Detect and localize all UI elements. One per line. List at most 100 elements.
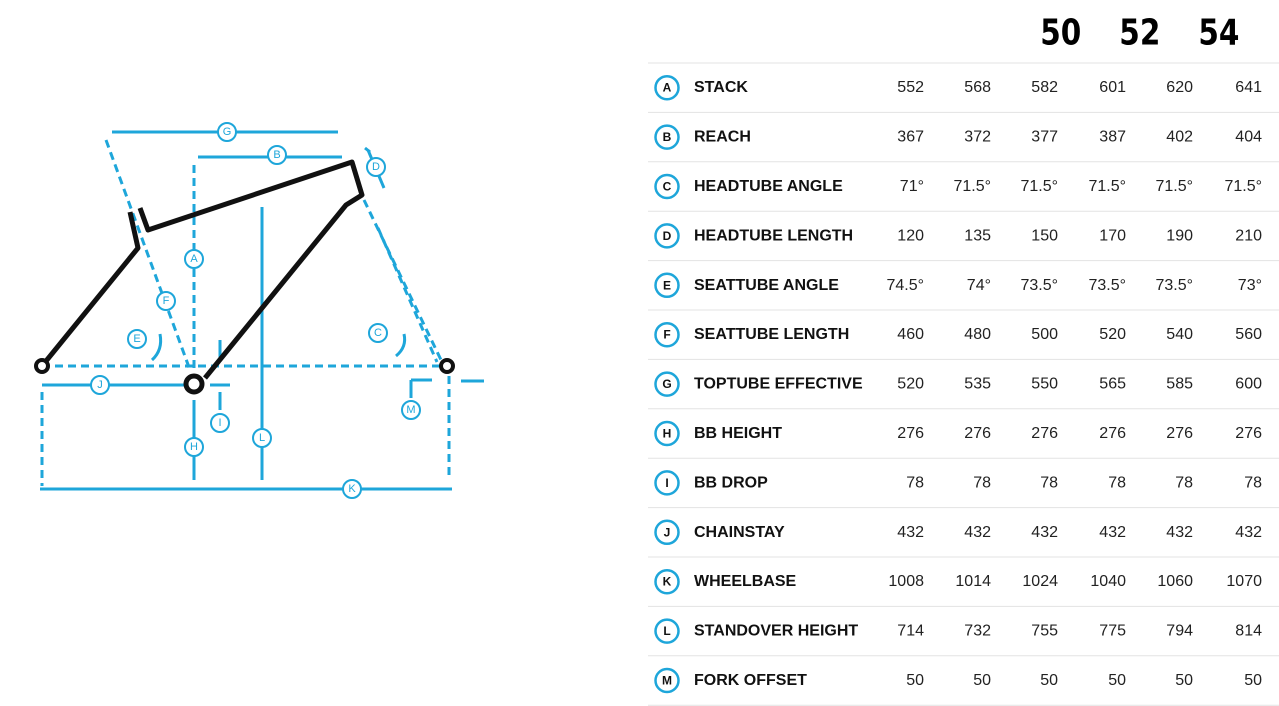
- cell-value: 73.5°: [1020, 277, 1058, 294]
- cell-value: 276: [1031, 425, 1058, 442]
- cell-value: 74°: [967, 277, 991, 294]
- row-label: SEATTUBE LENGTH: [694, 326, 849, 343]
- cell-value: 460: [897, 326, 924, 343]
- cell-value: 377: [1031, 129, 1058, 146]
- row-badge: I: [654, 470, 680, 496]
- cell-value: 71.5°: [1020, 178, 1058, 195]
- cell-value: 402: [1166, 129, 1193, 146]
- badge-circle: [654, 173, 680, 200]
- cell-value: 50: [906, 672, 924, 689]
- cell-value: 1070: [1226, 573, 1262, 590]
- cell-value: 135: [964, 227, 991, 244]
- cell-value: 78: [906, 474, 924, 491]
- svg-text:L: L: [259, 432, 265, 444]
- row-label: REACH: [694, 129, 751, 146]
- row-badge: L: [654, 618, 680, 644]
- cell-value: 210: [1235, 227, 1262, 244]
- row-letter: B: [663, 130, 672, 144]
- cell-value: 641: [1235, 79, 1262, 96]
- cell-value: 585: [1166, 376, 1193, 393]
- cell-value: 276: [1166, 425, 1193, 442]
- cell-value: 276: [1235, 425, 1262, 442]
- cell-value: 814: [1235, 623, 1262, 640]
- cell-value: 50: [973, 672, 991, 689]
- badge-circle: [654, 519, 680, 546]
- badge-circle: [654, 371, 680, 397]
- row-label: FORK OFFSET: [694, 672, 807, 689]
- cell-value: 432: [964, 524, 991, 541]
- cell-value: 432: [1166, 524, 1193, 541]
- cell-value: 73.5°: [1088, 277, 1126, 294]
- row-badge: J: [654, 519, 680, 546]
- row-badge: B: [654, 124, 680, 150]
- row-letter: C: [663, 180, 672, 194]
- row-letter: G: [662, 377, 671, 391]
- cell-value: 276: [964, 425, 991, 442]
- cell-value: 50: [1244, 672, 1262, 689]
- cell-value: 550: [1031, 376, 1058, 393]
- cell-value: 71.5°: [953, 178, 991, 195]
- cell-value: 552: [897, 79, 924, 96]
- badge-circle: [654, 667, 680, 694]
- svg-text:A: A: [190, 253, 198, 265]
- size-header: 54: [1198, 11, 1239, 54]
- diagram-label: I: [210, 413, 230, 433]
- cell-value: 755: [1031, 623, 1058, 640]
- cell-value: 78: [973, 474, 991, 491]
- size-header: 52: [1119, 11, 1160, 54]
- size-header: 50: [1040, 11, 1081, 54]
- diagram-label: B: [267, 145, 287, 165]
- cell-value: 775: [1099, 623, 1126, 640]
- row-letter: F: [663, 328, 670, 342]
- diagram-label: C: [368, 323, 388, 343]
- diagram-label: G: [217, 122, 237, 142]
- row-badge: G: [654, 371, 680, 397]
- svg-text:D: D: [372, 161, 380, 173]
- badge-circle: [654, 420, 680, 447]
- cell-value: 582: [1031, 79, 1058, 96]
- cell-value: 50: [1175, 672, 1193, 689]
- svg-text:E: E: [133, 333, 140, 345]
- diagram-label: L: [252, 428, 272, 448]
- row-label: SEATTUBE ANGLE: [694, 277, 839, 294]
- frame-diagram: A B C D E F G H I J K L M: [34, 122, 484, 499]
- row-badge: M: [654, 667, 680, 694]
- cell-value: 600: [1235, 376, 1262, 393]
- cell-value: 540: [1166, 326, 1193, 343]
- cell-value: 432: [1099, 524, 1126, 541]
- row-label: BB HEIGHT: [694, 425, 782, 442]
- cell-value: 432: [897, 524, 924, 541]
- cell-value: 78: [1244, 474, 1262, 491]
- svg-text:K: K: [348, 483, 356, 495]
- diagram-label: D: [366, 157, 386, 177]
- row-badge: A: [654, 74, 680, 101]
- cell-value: 190: [1166, 227, 1193, 244]
- cell-value: 404: [1235, 129, 1262, 146]
- badge-circle: [654, 223, 680, 249]
- cell-value: 432: [1235, 524, 1262, 541]
- svg-text:J: J: [97, 379, 103, 391]
- diagram-label: J: [90, 375, 110, 395]
- row-badge: H: [654, 420, 680, 447]
- badge-circle: [654, 321, 680, 348]
- cell-value: 276: [1099, 425, 1126, 442]
- svg-text:G: G: [223, 126, 232, 138]
- diagram-label: M: [401, 400, 421, 420]
- row-badge: D: [654, 223, 680, 249]
- diagram-label: H: [184, 437, 204, 457]
- svg-text:C: C: [374, 327, 382, 339]
- cell-value: 367: [897, 129, 924, 146]
- svg-text:H: H: [190, 441, 198, 453]
- cell-value: 50: [1108, 672, 1126, 689]
- cell-value: 714: [897, 623, 924, 640]
- row-badge: K: [654, 568, 680, 595]
- row-label: STACK: [694, 79, 748, 96]
- row-letter: M: [662, 674, 672, 688]
- row-label: TOPTUBE EFFECTIVE: [694, 376, 863, 393]
- row-letter: D: [663, 229, 672, 243]
- cell-value: 170: [1099, 227, 1126, 244]
- row-letter: J: [664, 525, 671, 539]
- cell-value: 50: [1040, 672, 1058, 689]
- row-label: STANDOVER HEIGHT: [694, 623, 858, 640]
